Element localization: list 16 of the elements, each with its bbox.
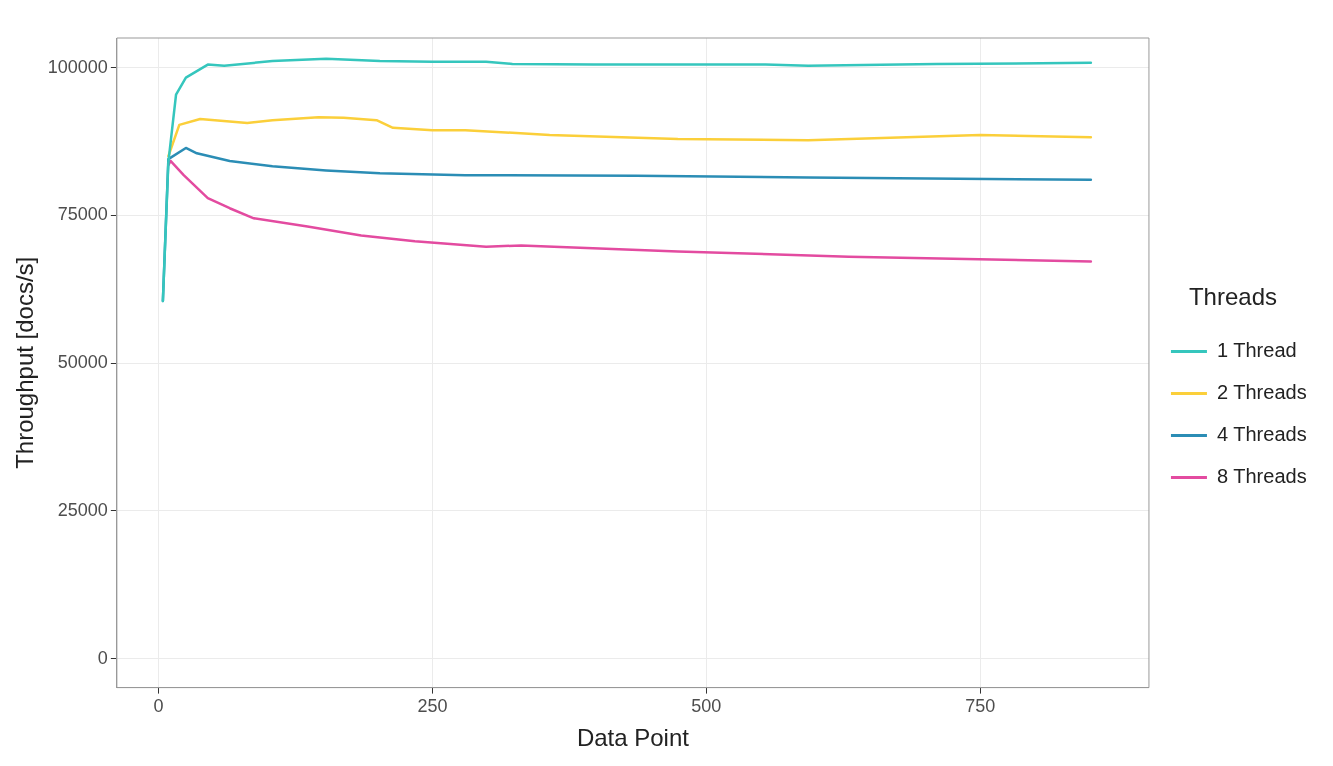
y-tick-label: 0 <box>97 647 108 668</box>
y-tick-label: 75000 <box>57 204 108 225</box>
x-tick-label: 500 <box>691 696 722 717</box>
x-tick-label: 0 <box>153 696 164 717</box>
x-tick-label: 250 <box>417 696 448 717</box>
x-axis-title: Data Point <box>576 724 690 752</box>
y-tick-label: 25000 <box>57 499 108 520</box>
x-tick-label: 750 <box>965 696 996 717</box>
legend-label: 2 Threads <box>1216 380 1307 403</box>
y-tick-label: 50000 <box>57 352 108 373</box>
legend-label: 8 Threads <box>1216 464 1307 487</box>
legend-label: 4 Threads <box>1216 422 1307 445</box>
y-tick-label: 100000 <box>47 56 108 77</box>
y-axis-title: Throughput [docs/s] <box>11 256 39 469</box>
legend-title: Threads <box>1188 283 1277 311</box>
legend-label: 1 Thread <box>1216 338 1297 361</box>
